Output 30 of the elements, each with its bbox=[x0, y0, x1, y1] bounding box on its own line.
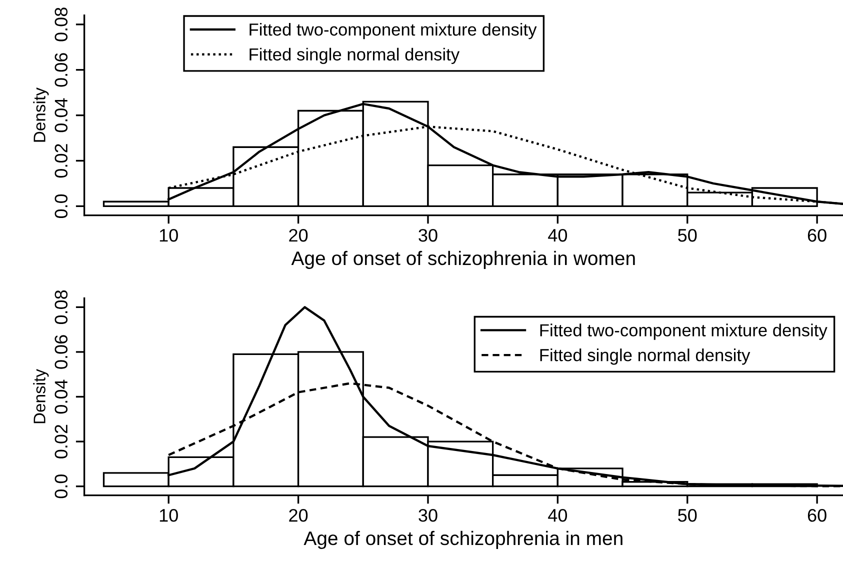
x-axis-title: Age of onset of schizophrenia in men bbox=[304, 530, 622, 550]
y-tick-label: 0.08 bbox=[54, 8, 68, 42]
y-tick-label: 0.04 bbox=[54, 98, 68, 132]
y-axis-title: Density bbox=[33, 88, 49, 142]
x-tick-label: 60 bbox=[808, 508, 826, 522]
x-tick-label: 20 bbox=[289, 228, 308, 242]
y-tick-label: 0.02 bbox=[54, 144, 68, 178]
x-tick-label: 50 bbox=[678, 228, 697, 242]
y-axis-title: Density bbox=[33, 368, 49, 424]
y-tick-label: 0.0 bbox=[54, 474, 68, 498]
x-tick-label: 40 bbox=[548, 508, 568, 522]
x-tick-label: 60 bbox=[808, 228, 826, 242]
legend-label: Fitted two-component mixture density bbox=[250, 22, 537, 40]
y-tick-label: 0.06 bbox=[54, 335, 68, 369]
x-tick-label: 20 bbox=[289, 508, 308, 522]
legend-label: Fitted single normal density bbox=[250, 48, 460, 64]
x-axis-title: Age of onset of schizophrenia in women bbox=[291, 250, 635, 269]
x-tick-label: 30 bbox=[418, 508, 438, 522]
legend-label: Fitted two-component mixture density bbox=[540, 324, 828, 340]
x-tick-label: 10 bbox=[160, 228, 178, 242]
y-tick-label: 0.08 bbox=[54, 290, 68, 324]
legend-label: Fitted single normal density bbox=[540, 348, 750, 365]
x-tick-label: 40 bbox=[548, 228, 568, 242]
x-tick-label: 30 bbox=[418, 228, 438, 242]
x-tick-label: 10 bbox=[160, 508, 178, 522]
y-tick-label: 0.06 bbox=[54, 53, 68, 87]
y-tick-label: 0.02 bbox=[54, 424, 68, 458]
y-tick-label: 0.0 bbox=[54, 194, 68, 218]
y-tick-label: 0.04 bbox=[54, 380, 68, 414]
x-tick-label: 50 bbox=[678, 508, 697, 522]
